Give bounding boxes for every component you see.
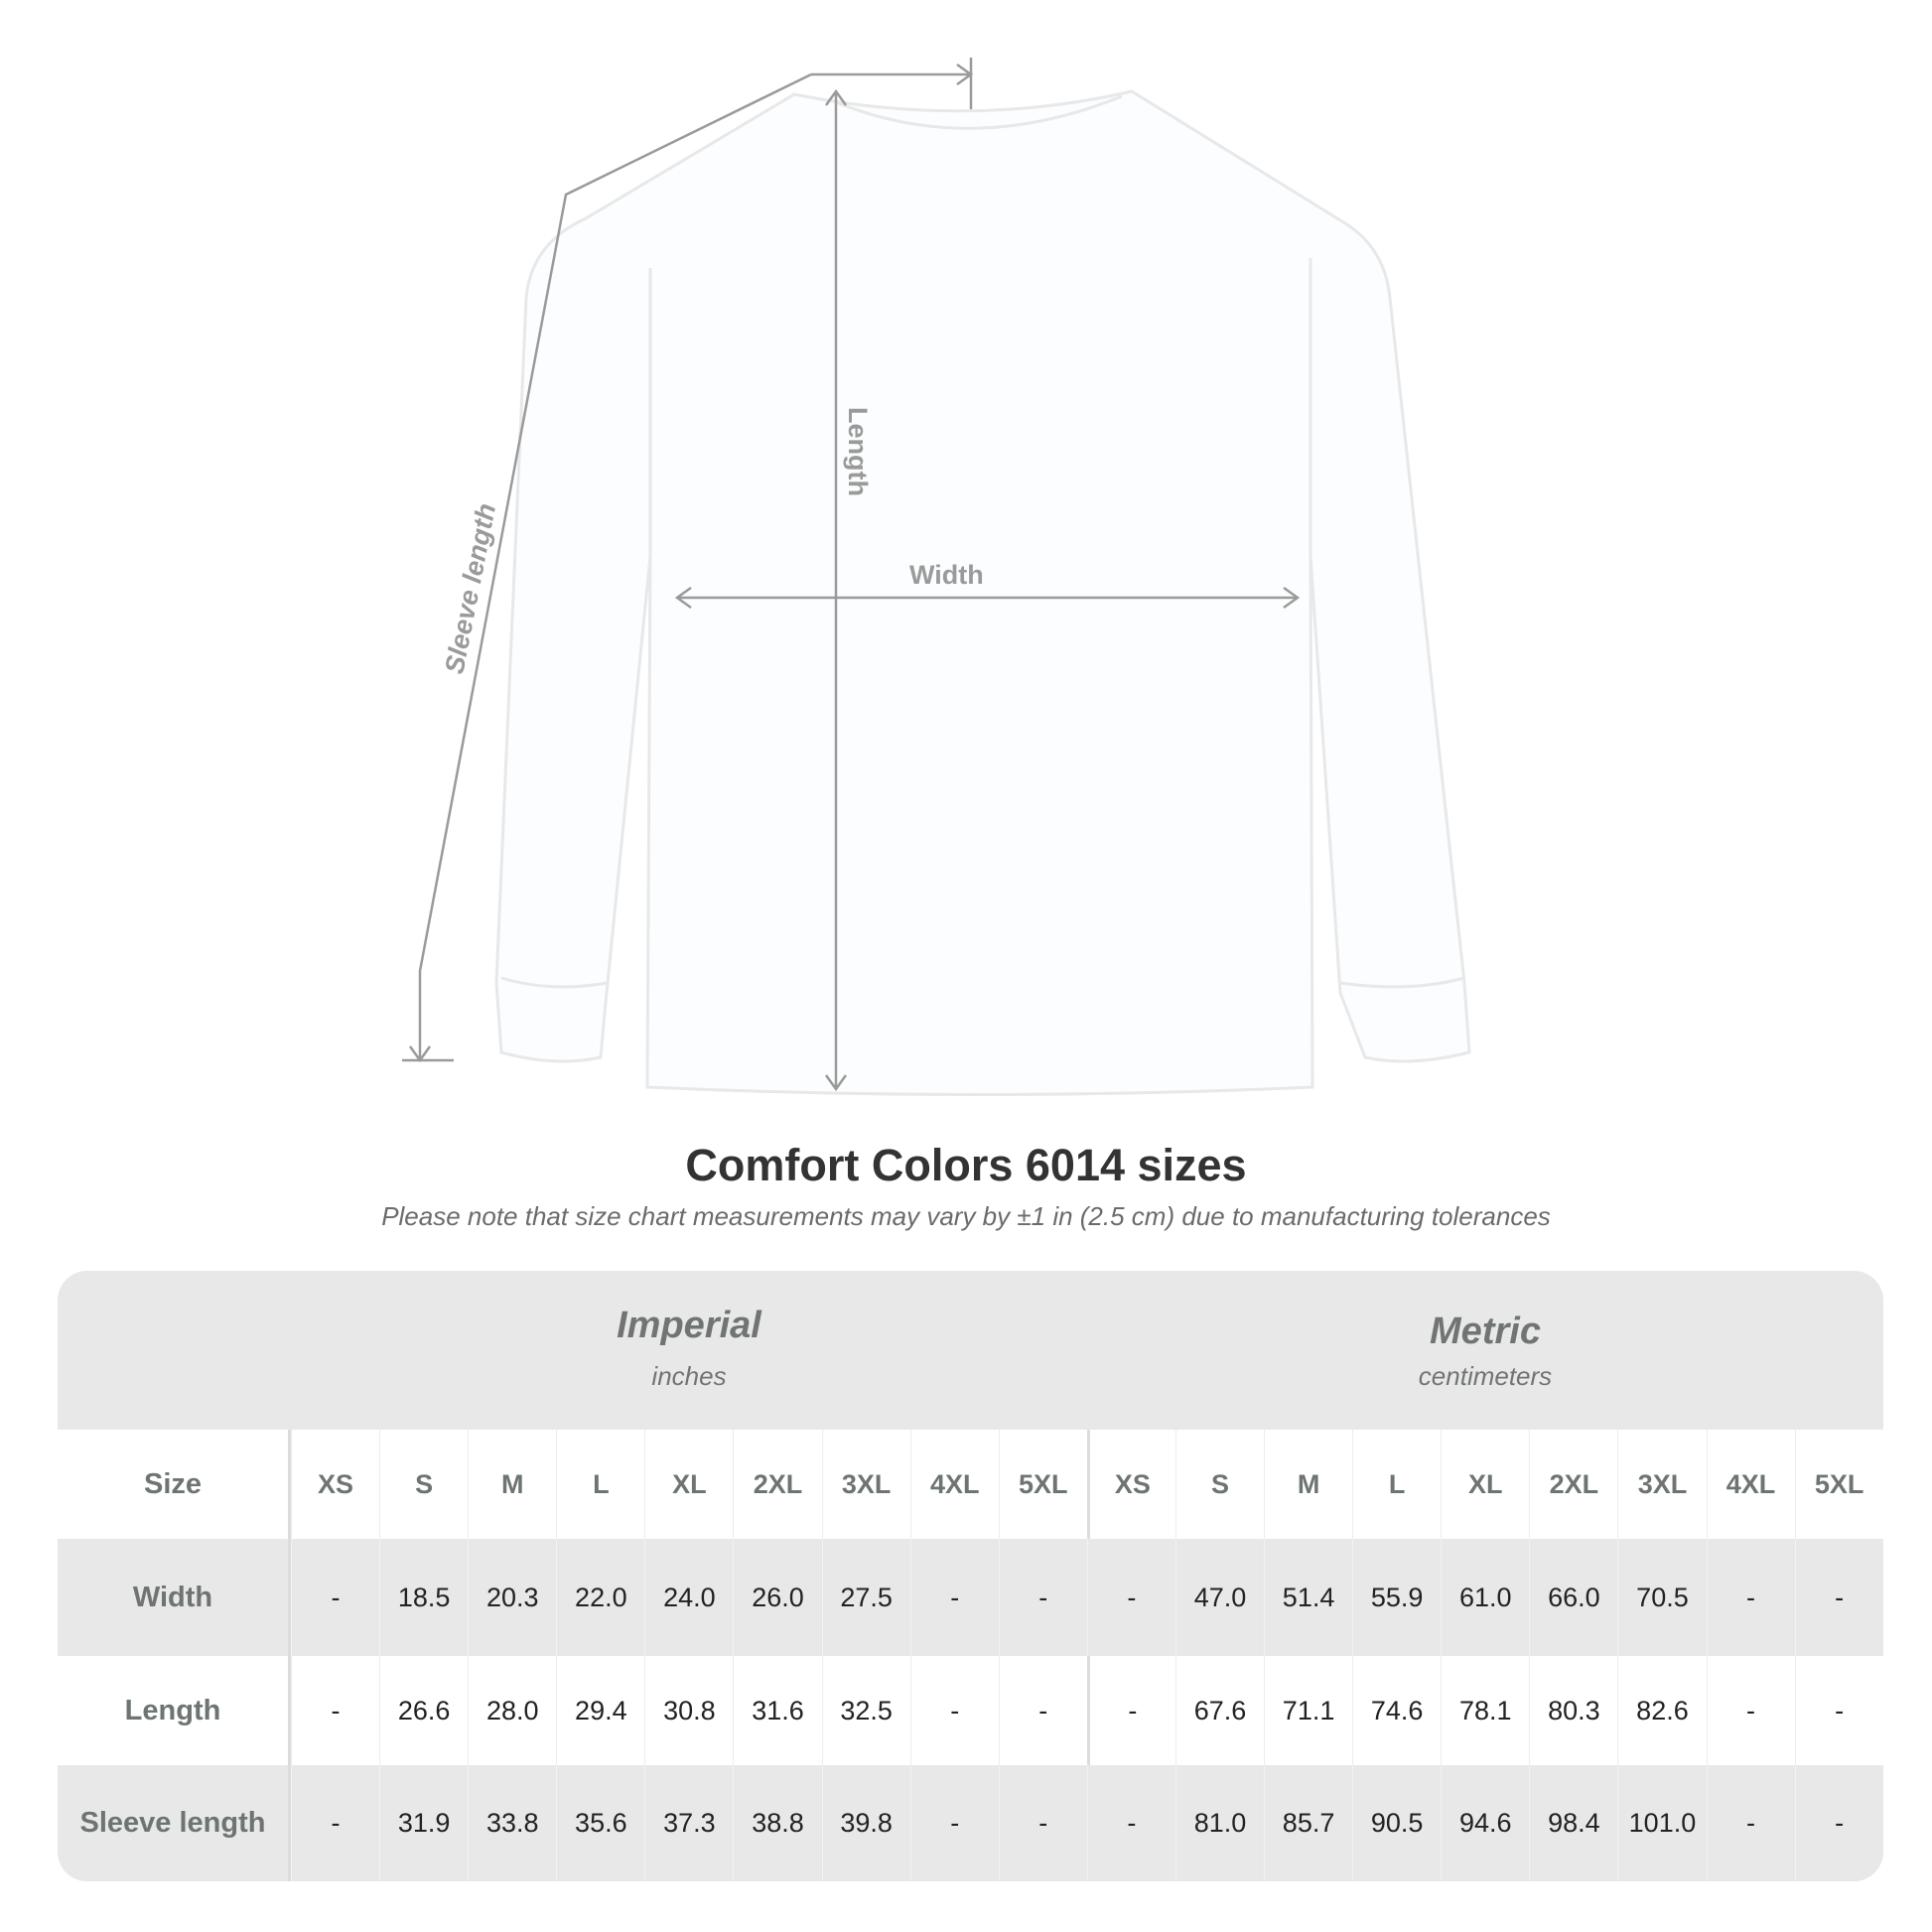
size-header-imperial-4xl: 4XL	[909, 1430, 999, 1539]
table-row: Width -18.5 20.3 22.0 24.0 26.0 27.5- - -47.0 51.…	[58, 1539, 1883, 1656]
width-label: Width	[909, 560, 984, 590]
row-label: Width	[58, 1539, 291, 1656]
metric-header: Metric centimeters	[1418, 1311, 1553, 1391]
value-cell: 26.6	[379, 1656, 468, 1765]
value-cell: 85.7	[1264, 1765, 1352, 1881]
table-row: Length -26.6 28.0 29.4 30.8 31.6 32.5- - -67.6 71…	[58, 1656, 1883, 1765]
shirt-illustration	[494, 89, 1471, 1096]
value-cell: 33.8	[468, 1765, 556, 1881]
value-cell: 90.5	[1352, 1765, 1441, 1881]
value-cell: 20.3	[468, 1539, 556, 1656]
value-cell: -	[1706, 1539, 1795, 1656]
value-cell: 98.4	[1529, 1765, 1617, 1881]
size-header-imperial-m: M	[468, 1430, 556, 1539]
value-cell: 31.6	[733, 1656, 821, 1765]
value-cell: 38.8	[733, 1765, 821, 1881]
value-cell: 78.1	[1441, 1656, 1529, 1765]
size-header-metric-xl: XL	[1441, 1430, 1529, 1539]
size-header-imperial-s: S	[379, 1430, 468, 1539]
value-cell: -	[998, 1539, 1087, 1656]
sleeve-measure-line	[402, 58, 974, 1063]
value-cell: -	[1794, 1539, 1883, 1656]
value-cell: -	[1086, 1539, 1175, 1656]
value-cell: 29.4	[556, 1656, 644, 1765]
value-cell: -	[1706, 1765, 1795, 1881]
table-row: Sleeve length -31.9 33.8 35.6 37.3 38.8 39.8- -…	[58, 1765, 1883, 1881]
value-cell: -	[998, 1765, 1087, 1881]
value-cell: 47.0	[1174, 1539, 1264, 1656]
value-cell: 24.0	[644, 1539, 733, 1656]
value-cell: 18.5	[379, 1539, 468, 1656]
length-measure-line	[824, 88, 848, 1092]
value-cell: 37.3	[644, 1765, 733, 1881]
value-cell: -	[1086, 1656, 1175, 1765]
tolerance-note: Please note that size chart measurements…	[381, 1201, 1551, 1231]
width-measure-line	[674, 586, 1301, 610]
value-cell: -	[291, 1765, 379, 1881]
size-header-imperial-2xl: 2XL	[733, 1430, 821, 1539]
value-cell: -	[998, 1656, 1087, 1765]
size-label: Size	[58, 1430, 291, 1539]
size-header-imperial-xl: XL	[644, 1430, 733, 1539]
value-cell: 61.0	[1441, 1539, 1529, 1656]
size-header-metric-xs: XS	[1086, 1430, 1175, 1539]
shirt-diagram: Length Width Sleeve length	[402, 58, 1471, 1096]
value-cell: 39.8	[821, 1765, 910, 1881]
value-cell: 32.5	[821, 1656, 910, 1765]
value-cell: -	[291, 1539, 379, 1656]
value-cell: 66.0	[1529, 1539, 1617, 1656]
size-header-row: Size XS S M L XL 2XL 3XL 4XL 5XL XS S M L XL 2XL 3XL 4XL…	[58, 1430, 1883, 1539]
value-cell: -	[909, 1656, 999, 1765]
value-cell: -	[1086, 1765, 1175, 1881]
value-cell: -	[909, 1539, 999, 1656]
size-header-metric-s: S	[1174, 1430, 1264, 1539]
value-cell: 55.9	[1352, 1539, 1441, 1656]
imperial-header: Imperial inches	[617, 1305, 761, 1391]
page-title: Comfort Colors 6014 sizes	[685, 1140, 1247, 1190]
size-header-imperial-5xl: 5XL	[998, 1430, 1087, 1539]
value-cell: 94.6	[1441, 1765, 1529, 1881]
size-header-metric-l: L	[1352, 1430, 1441, 1539]
row-label: Sleeve length	[58, 1765, 291, 1881]
value-cell: 80.3	[1529, 1656, 1617, 1765]
value-cell: 101.0	[1617, 1765, 1706, 1881]
value-cell: 71.1	[1264, 1656, 1352, 1765]
size-header-metric-4xl: 4XL	[1706, 1430, 1795, 1539]
size-header-metric-3xl: 3XL	[1617, 1430, 1706, 1539]
size-header-imperial-xs: XS	[291, 1430, 379, 1539]
value-cell: -	[1794, 1765, 1883, 1881]
size-header-metric-m: M	[1264, 1430, 1352, 1539]
value-cell: 82.6	[1617, 1656, 1706, 1765]
row-label: Length	[58, 1656, 291, 1765]
value-cell: 31.9	[379, 1765, 468, 1881]
value-cell: 35.6	[556, 1765, 644, 1881]
value-cell: 22.0	[556, 1539, 644, 1656]
value-cell: -	[909, 1765, 999, 1881]
value-cell: 28.0	[468, 1656, 556, 1765]
value-cell: 27.5	[821, 1539, 910, 1656]
value-cell: 51.4	[1264, 1539, 1352, 1656]
size-header-imperial-3xl: 3XL	[821, 1430, 910, 1539]
size-header-imperial-l: L	[556, 1430, 644, 1539]
value-cell: 30.8	[644, 1656, 733, 1765]
value-cell: -	[291, 1656, 379, 1765]
value-cell: 67.6	[1174, 1656, 1264, 1765]
value-cell: 26.0	[733, 1539, 821, 1656]
value-cell: 81.0	[1174, 1765, 1264, 1881]
value-cell: 74.6	[1352, 1656, 1441, 1765]
size-header-metric-5xl: 5XL	[1794, 1430, 1883, 1539]
value-cell: -	[1706, 1656, 1795, 1765]
length-label: Length	[843, 407, 873, 496]
size-table: Imperial inches Metric centimeters Size …	[58, 1271, 1883, 1881]
value-cell: -	[1794, 1656, 1883, 1765]
value-cell: 70.5	[1617, 1539, 1706, 1656]
size-header-metric-2xl: 2XL	[1529, 1430, 1617, 1539]
